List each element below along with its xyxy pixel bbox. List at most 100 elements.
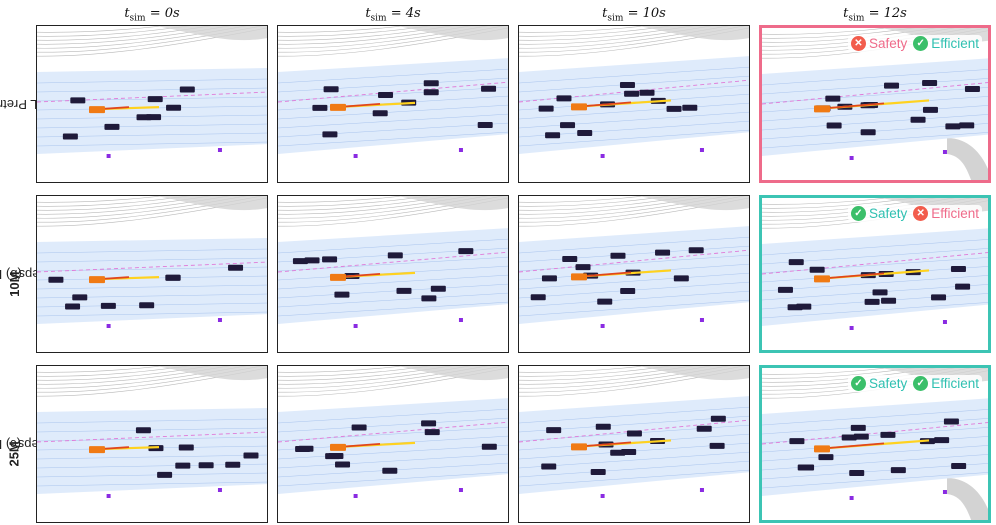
vehicle	[688, 247, 704, 254]
scene-panel-b-t4	[277, 195, 509, 353]
marker	[699, 488, 704, 492]
vehicle	[556, 95, 572, 102]
ego-plan	[823, 442, 885, 450]
vehicle	[849, 469, 865, 476]
marker	[942, 320, 947, 324]
vehicle	[530, 294, 546, 301]
vehicle	[673, 275, 689, 282]
ego-plan	[580, 271, 632, 278]
route-line	[762, 82, 988, 105]
offroad-area	[37, 26, 267, 57]
marker	[849, 496, 854, 500]
safety-badge: ✓ Safety	[850, 206, 907, 221]
vehicle	[620, 288, 636, 295]
vehicle	[922, 106, 938, 113]
ego-plan	[823, 102, 885, 110]
result-badges: ✕ Safety ✓ Efficient	[847, 35, 982, 52]
vehicle	[864, 298, 880, 305]
vehicle	[964, 86, 980, 93]
check-circle-icon: ✓	[850, 376, 866, 391]
vehicle	[322, 131, 338, 138]
vehicle	[387, 252, 403, 259]
vehicle	[538, 105, 554, 112]
road-scene	[37, 196, 267, 328]
offroad-area	[278, 196, 508, 227]
vehicle	[575, 264, 591, 271]
marker	[942, 150, 947, 154]
vehicle	[850, 424, 866, 431]
marker	[600, 154, 605, 158]
scene-panel-a-t4	[277, 25, 509, 183]
marker	[106, 494, 111, 498]
vehicle	[147, 96, 163, 103]
check-circle-icon: ✓	[913, 376, 929, 391]
cross-circle-icon: ✕	[913, 206, 929, 221]
ego-vehicle	[330, 103, 346, 111]
vehicle	[943, 418, 959, 425]
road-band	[519, 56, 749, 154]
vehicle	[950, 265, 966, 272]
marker	[458, 318, 463, 322]
column-header-t0: tsim = 0s	[124, 6, 180, 24]
vehicle	[372, 110, 388, 117]
vehicle	[481, 85, 497, 92]
vehicle	[541, 463, 557, 470]
vehicle	[945, 123, 961, 130]
safety-badge: ✕ Safety	[850, 36, 907, 51]
vehicle	[225, 461, 241, 468]
marker	[600, 324, 605, 328]
vehicle	[157, 471, 173, 478]
ego-vehicle	[89, 106, 105, 114]
vehicle	[198, 462, 214, 469]
offroad-area	[519, 366, 749, 397]
vehicle	[951, 462, 967, 469]
vehicle	[243, 452, 259, 459]
vehicle	[48, 276, 64, 283]
vehicle	[292, 258, 308, 265]
offroad-area	[37, 196, 267, 227]
column-header-t12: tsim = 12s	[843, 6, 907, 24]
vehicle	[610, 252, 626, 259]
road-band	[37, 238, 267, 324]
vehicle	[334, 291, 350, 298]
efficient-badge: ✓ Efficient	[913, 36, 979, 51]
vehicle	[619, 82, 635, 89]
scene-panel-b-t12: ✓ Safety ✕ Efficient	[759, 195, 991, 353]
marker	[217, 318, 222, 322]
marker	[699, 148, 704, 152]
efficient-badge: ✓ Efficient	[913, 376, 979, 391]
vehicle	[710, 415, 726, 422]
road-scene	[519, 366, 749, 498]
vehicle	[853, 433, 869, 440]
vehicle	[860, 129, 876, 136]
scene-panel-b-t10	[518, 195, 750, 353]
vehicle	[481, 443, 497, 450]
vehicle	[228, 264, 244, 271]
vehicle	[639, 89, 655, 96]
offroad-area	[278, 366, 508, 397]
road-scene	[519, 26, 749, 158]
vehicle	[709, 442, 725, 449]
ego-plan	[580, 101, 632, 108]
ego-vehicle	[330, 443, 346, 451]
vehicle	[799, 464, 815, 471]
vehicle	[396, 287, 412, 294]
offroad-area	[37, 366, 267, 397]
vehicle	[621, 448, 637, 455]
vehicle	[955, 283, 971, 290]
marker	[353, 154, 358, 158]
ego-vehicle	[89, 276, 105, 284]
vehicle	[825, 95, 841, 102]
vehicle	[562, 256, 578, 263]
vehicle	[304, 257, 320, 264]
vehicle	[382, 467, 398, 474]
marker	[106, 324, 111, 328]
vehicle	[325, 453, 341, 460]
route-line	[37, 431, 267, 443]
road-scene	[278, 196, 508, 328]
vehicle	[789, 438, 805, 445]
vehicle	[423, 80, 439, 87]
road-band	[37, 68, 267, 154]
marker	[600, 494, 605, 498]
vehicle	[682, 104, 698, 111]
